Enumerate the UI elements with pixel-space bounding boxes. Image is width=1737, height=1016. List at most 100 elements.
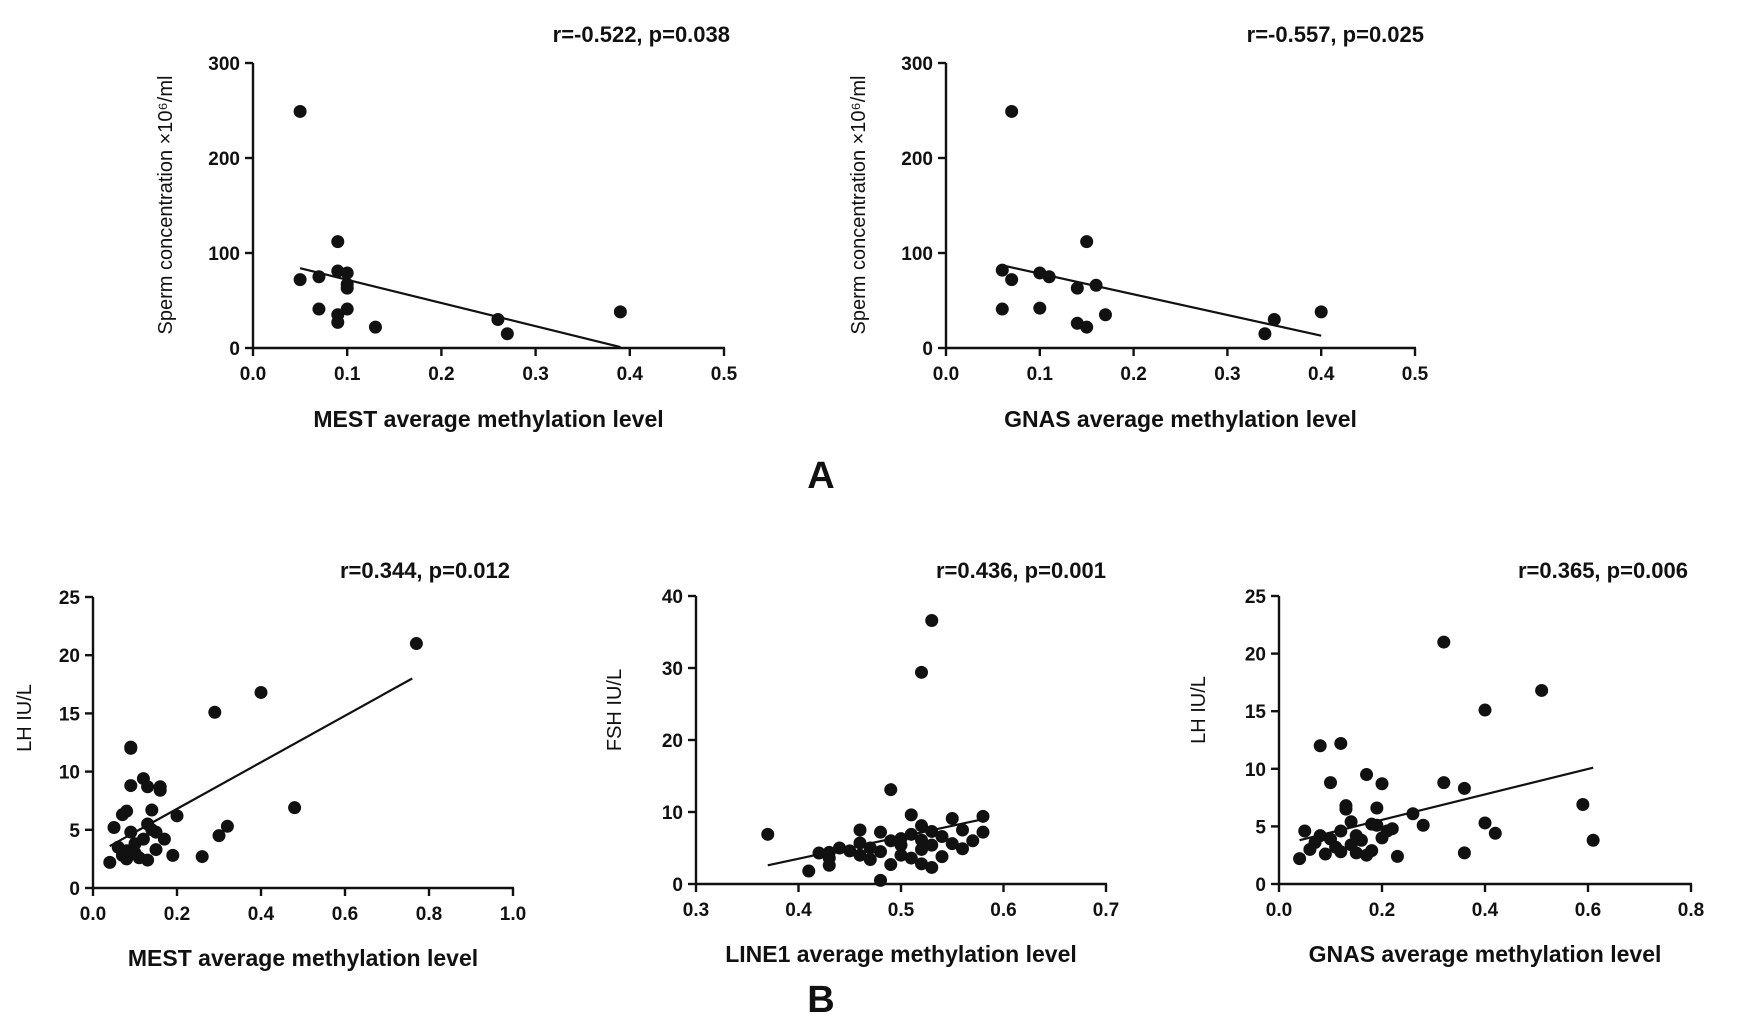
correlation-stat: r=0.436, p=0.001 (936, 558, 1106, 583)
data-point (340, 302, 354, 316)
x-tick-label: 0.4 (1472, 900, 1499, 921)
data-point (331, 315, 345, 329)
data-point (802, 864, 816, 878)
y-tick-label: 10 (1245, 760, 1266, 781)
data-point (935, 829, 949, 843)
data-point (945, 837, 959, 851)
x-axis-label: MEST average methylation level (313, 406, 663, 432)
data-point (1488, 826, 1502, 840)
y-tick-label: 20 (662, 731, 683, 752)
x-tick-label: 1.0 (500, 904, 526, 925)
data-point (124, 825, 138, 839)
data-point (340, 281, 354, 295)
data-point (894, 848, 908, 862)
x-tick-label: 0.6 (1575, 900, 1601, 921)
data-point (1457, 781, 1471, 795)
x-tick-label: 0.8 (1678, 900, 1704, 921)
data-point (1344, 815, 1358, 829)
data-point (915, 665, 928, 679)
data-point (843, 844, 857, 858)
data-point (956, 842, 969, 856)
data-point (1258, 327, 1272, 341)
x-axis-label: GNAS average methylation level (1004, 406, 1357, 432)
x-tick-label: 0.3 (683, 900, 709, 921)
data-point (833, 841, 846, 855)
y-tick-label: 25 (59, 588, 81, 609)
data-point (904, 808, 918, 822)
data-point (1089, 278, 1103, 292)
data-point (293, 273, 307, 287)
data-point (853, 836, 867, 850)
data-point (1313, 829, 1327, 843)
data-point (935, 850, 949, 864)
correlation-stat: r=-0.557, p=0.025 (1247, 22, 1424, 47)
y-tick-label: 20 (59, 646, 80, 667)
data-point (904, 851, 918, 865)
x-tick-label: 0.8 (416, 904, 442, 925)
data-point (995, 263, 1009, 277)
data-point (1334, 736, 1348, 750)
data-point (1390, 849, 1404, 863)
correlation-stat: r=0.344, p=0.012 (340, 558, 510, 583)
x-tick-label: 0.6 (990, 900, 1016, 921)
x-axis-label: MEST average methylation level (128, 945, 478, 971)
data-point (1033, 301, 1047, 315)
data-point (956, 823, 969, 837)
regression-line (1299, 766, 1594, 842)
y-tick-label: 15 (59, 704, 81, 725)
data-point (254, 685, 268, 699)
y-tick-label: 10 (662, 803, 683, 824)
data-point (1370, 801, 1384, 815)
data-point (141, 853, 155, 867)
data-point (491, 313, 505, 326)
data-point (1313, 739, 1327, 753)
panel-label-b: B (807, 979, 834, 1016)
x-tick-label: 0.4 (617, 364, 644, 385)
data-point (293, 104, 307, 118)
data-point (1375, 777, 1389, 791)
x-tick-label: 0.1 (1027, 364, 1054, 385)
data-point (212, 829, 226, 843)
x-tick-label: 0.5 (888, 900, 915, 921)
x-tick-label: 0.2 (428, 364, 454, 385)
data-point (120, 804, 134, 818)
y-tick-label: 300 (901, 54, 933, 75)
data-point (1070, 281, 1084, 295)
data-point (1385, 822, 1399, 836)
data-point (1005, 104, 1019, 118)
data-point (1080, 320, 1094, 334)
y-tick-label: 300 (208, 54, 240, 75)
data-point (925, 860, 939, 874)
regression-line (299, 267, 621, 349)
x-tick-label: 0.1 (334, 364, 361, 385)
data-point (331, 235, 345, 249)
data-point (822, 858, 836, 872)
data-point (925, 824, 939, 838)
x-tick-label: 0.5 (711, 364, 738, 385)
y-tick-label: 0 (922, 339, 933, 360)
data-point (884, 783, 898, 797)
data-point (312, 302, 326, 316)
data-point (1339, 799, 1353, 813)
chart-B3: 0.0 0.2 0.4 0.6 0.8 0 5 10 15 20 25 r=0.365, p=0.00… (1188, 558, 1704, 967)
data-point (995, 302, 1009, 316)
x-axis-label: GNAS average methylation level (1309, 941, 1662, 967)
y-tick-label: 20 (1245, 645, 1266, 666)
data-point (1318, 847, 1332, 861)
data-point (884, 858, 898, 872)
data-point (1314, 305, 1328, 319)
data-point (1080, 235, 1094, 249)
data-point (157, 832, 171, 846)
data-point (853, 823, 867, 837)
data-point (915, 842, 928, 856)
x-tick-label: 0.4 (785, 900, 812, 921)
chart-B1: 0.0 0.2 0.4 0.6 0.8 1.0 0 5 10 15 20 25 r=0.344, p=0… (14, 558, 526, 971)
y-tick-label: 100 (208, 244, 240, 265)
data-point (124, 779, 138, 793)
x-tick-label: 0.3 (1214, 364, 1240, 385)
x-tick-label: 0.7 (1093, 900, 1119, 921)
y-tick-label: 10 (59, 763, 80, 784)
data-point (1298, 824, 1312, 838)
data-point (853, 848, 867, 862)
y-tick-label: 30 (662, 659, 683, 680)
